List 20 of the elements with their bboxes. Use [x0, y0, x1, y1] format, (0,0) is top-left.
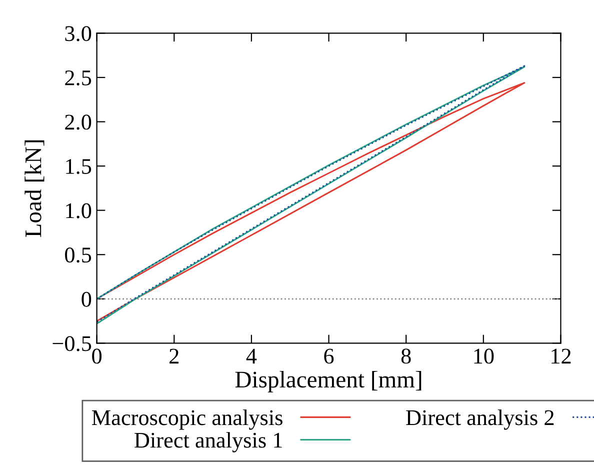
y-tick-label: −0.5 — [52, 336, 92, 352]
x-tick-label: 6 — [324, 348, 334, 364]
x-tick-label: 12 — [552, 348, 571, 364]
y-tick-label: 1.5 — [66, 159, 92, 174]
y-tick-label: 2.0 — [65, 114, 92, 130]
legend-label: Direct analysis 1 — [134, 432, 282, 452]
y-tick-label: 0 — [82, 292, 92, 307]
x-tick-label: 8 — [401, 348, 411, 364]
y-tick-label: 0.5 — [65, 248, 92, 263]
x-axis-title: Displacement [mm] — [235, 370, 422, 392]
y-tick-label: 3.0 — [65, 26, 92, 42]
y-axis-title: Load [kN] — [24, 140, 44, 237]
x-tick-label: 0 — [92, 348, 102, 364]
x-tick-label: 10 — [474, 348, 494, 364]
x-tick-label: 2 — [170, 348, 178, 364]
y-tick-label: 1.0 — [66, 203, 92, 218]
legend-label: Direct analysis 2 — [406, 410, 554, 430]
legend-label: Macroscopic analysis — [92, 410, 282, 430]
x-tick-label: 4 — [246, 348, 257, 364]
y-tick-label: 2.5 — [65, 70, 92, 86]
